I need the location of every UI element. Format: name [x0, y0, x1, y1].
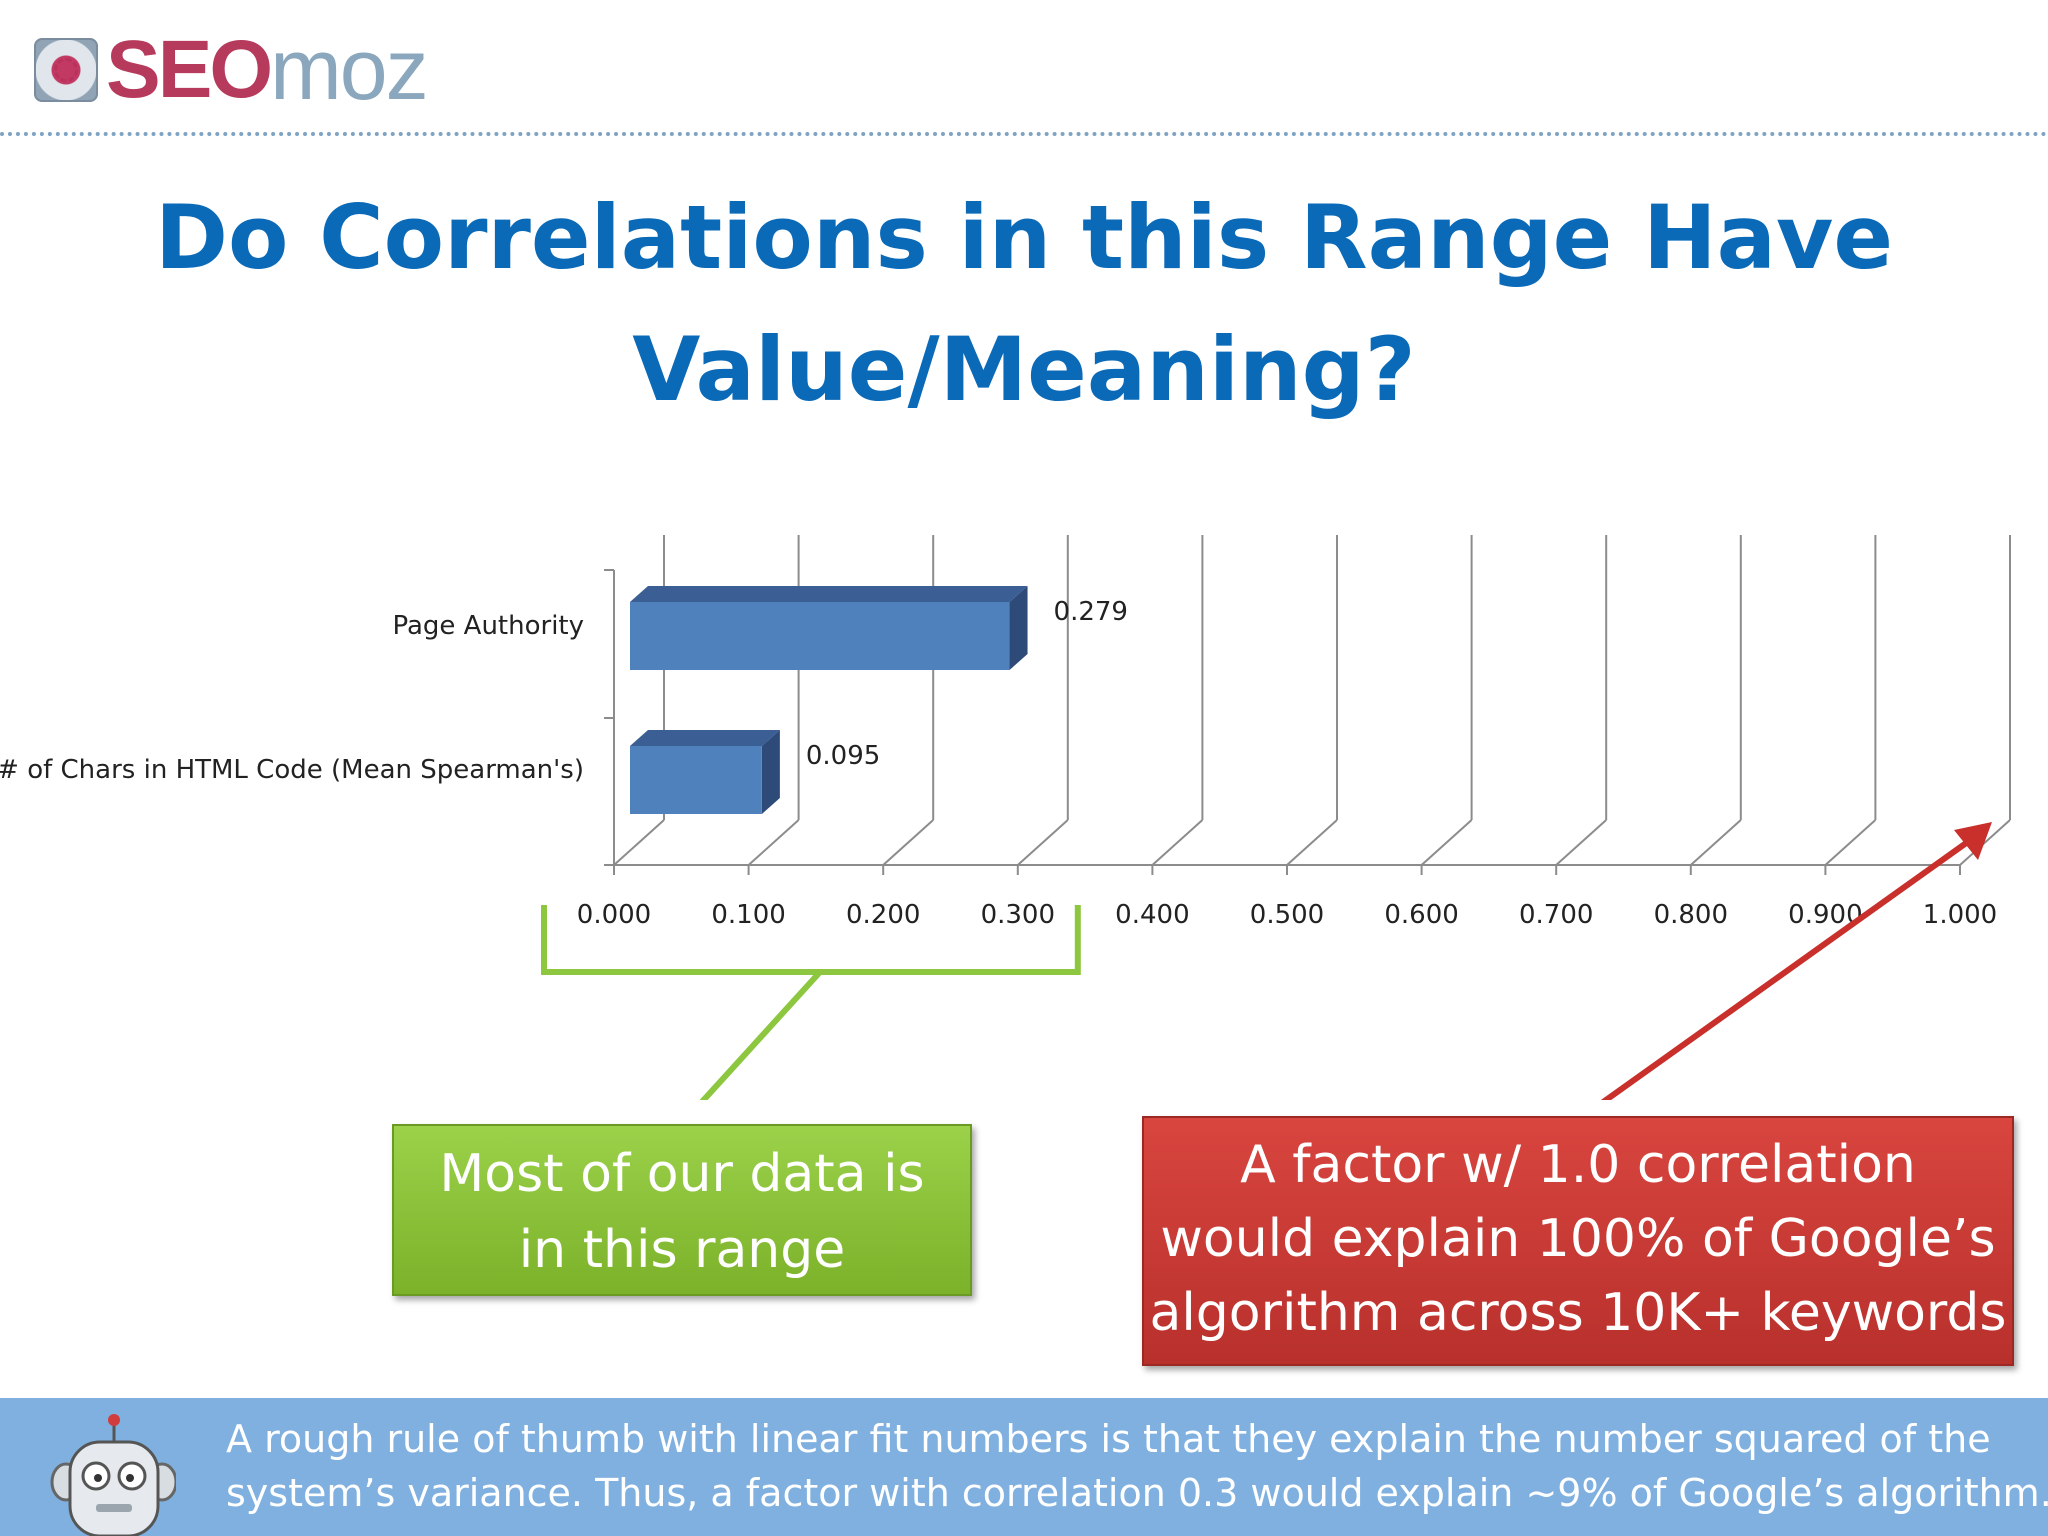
floor-gridline: [1690, 819, 1742, 866]
x-tick-label: 0.300: [981, 900, 1055, 930]
bar-front-face: [630, 746, 762, 814]
floor-gridline: [1959, 819, 2011, 866]
full-correlation-callout-line-1: A factor w/ 1.0 correlation: [1240, 1135, 1916, 1195]
footer-note-line-1: A rough rule of thumb with linear fit nu…: [226, 1417, 1991, 1461]
range-bracket-connector: [699, 969, 823, 1100]
header-divider: [0, 132, 2048, 136]
floor-gridline: [1824, 819, 1877, 866]
range-bracket: [541, 905, 1081, 975]
floor-gridline: [1151, 819, 1204, 866]
chart-gridlines: [604, 535, 2011, 875]
category-label: Page Authority: [392, 611, 584, 641]
footer-banner: A rough rule of thumb with linear fit nu…: [0, 1398, 2048, 1536]
slide-title-line-2: Value/Meaning?: [632, 318, 1416, 421]
seomoz-logo: SEO moz: [34, 22, 429, 118]
floor-gridline: [747, 819, 800, 866]
x-tick-label: 0.600: [1384, 900, 1458, 930]
x-tick-label: 0.800: [1654, 900, 1728, 930]
full-correlation-callout-line-2: would explain 100% of Google’s: [1160, 1209, 1996, 1269]
floor-gridline: [1555, 819, 1607, 866]
x-tick-label: 0.500: [1250, 900, 1324, 930]
seomoz-gear-icon: [34, 38, 98, 102]
slide-title: Do Correlations in this Range Have Value…: [80, 172, 1968, 436]
floor-gridline: [882, 819, 934, 866]
correlation-bar-chart: 0.000 0.100 0.200 0.300 0.400 0.500 0.600 0.700…: [0, 535, 2011, 1100]
x-tick-label: 0.700: [1519, 900, 1593, 930]
bar-side-face: [761, 730, 780, 814]
x-tick-label: 0.200: [846, 900, 920, 930]
full-correlation-callout: A factor w/ 1.0 correlation would explai…: [1142, 1116, 2014, 1366]
chart-bars: [630, 586, 1028, 814]
bar-top-face: [630, 586, 1028, 602]
footer-note-line-2: system’s variance. Thus, a factor with c…: [226, 1471, 2048, 1515]
logo-moz-text: moz: [270, 22, 428, 118]
x-tick-label: 0.000: [577, 900, 651, 930]
bar-0: [630, 586, 1028, 670]
chart-labels: 0.000 0.100 0.200 0.300 0.400 0.500 0.600 0.700…: [0, 597, 1997, 930]
chart-annotations: [541, 822, 1992, 1100]
bar-1: [630, 730, 780, 814]
category-label: # of Chars in HTML Code (Mean Spearman's…: [0, 755, 584, 785]
x-tick-label: 0.400: [1115, 900, 1189, 930]
bar-value-label: 0.095: [806, 741, 880, 771]
x-tick-label: 0.100: [711, 900, 785, 930]
callout-arrow-line: [1600, 833, 1978, 1100]
floor-gridline: [1017, 819, 1069, 866]
roger-robot-icon: [50, 1414, 176, 1536]
data-range-callout-line-2: in this range: [518, 1220, 846, 1280]
bar-side-face: [1009, 586, 1028, 670]
logo-seo-text: SEO: [106, 24, 273, 115]
floor-gridline: [613, 819, 665, 866]
bar-value-label: 0.279: [1054, 597, 1128, 627]
floor-gridline: [1420, 819, 1473, 866]
x-tick-label: 1.000: [1923, 900, 1997, 930]
bar-front-face: [630, 602, 1010, 670]
data-range-callout-line-1: Most of our data is: [439, 1144, 925, 1204]
full-correlation-callout-line-3: algorithm across 10K+ keywords: [1149, 1283, 2007, 1343]
footer-note: A rough rule of thumb with linear fit nu…: [226, 1412, 2048, 1520]
callout-arrow-head: [1954, 822, 1992, 860]
data-range-callout: Most of our data is in this range: [392, 1124, 972, 1296]
slide-title-line-1: Do Correlations in this Range Have: [154, 186, 1894, 289]
floor-gridline: [1286, 819, 1338, 866]
bar-top-face: [630, 730, 780, 746]
